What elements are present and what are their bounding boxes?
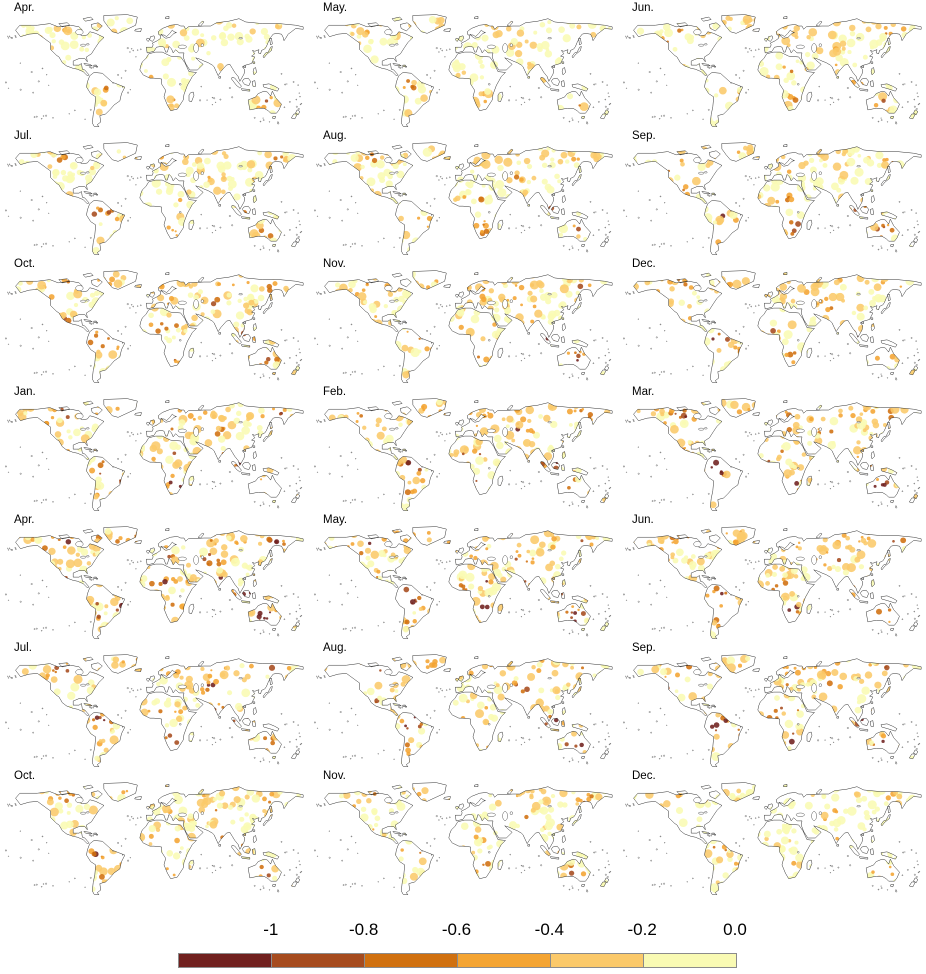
land-fill <box>15 398 304 511</box>
map-panel: Oct. <box>0 256 309 384</box>
panel-month-label: Nov. <box>323 770 346 782</box>
land-fill <box>633 14 922 127</box>
world-map <box>622 654 922 767</box>
map-panel: May. <box>309 0 618 128</box>
land-fill <box>633 398 922 511</box>
panel-month-label: Jan. <box>14 386 36 398</box>
world-map <box>622 270 922 383</box>
colorbar-tick-label: -1 <box>263 920 279 939</box>
world-map <box>4 142 304 255</box>
map-panel: Sep. <box>618 128 926 256</box>
map-panel: Apr. <box>0 512 309 640</box>
panel-month-label: Jul. <box>14 130 32 142</box>
map-panel: Jan. <box>0 384 309 512</box>
map-grid: Apr. May. Jun. Jul. Aug. Sep. Oct. Nov. Dec. Jan.… <box>0 0 926 896</box>
map-panel: Jul. <box>0 128 309 256</box>
map-panel: Dec. <box>618 768 926 896</box>
colorbar-bar <box>178 953 737 968</box>
world-map <box>622 782 922 895</box>
map-panel: Sep. <box>618 640 926 768</box>
world-map <box>622 526 922 639</box>
map-panel: Nov. <box>309 768 618 896</box>
panel-month-label: Sep. <box>632 642 656 654</box>
panel-month-label: Dec. <box>632 770 656 782</box>
panel-month-label: Aug. <box>323 130 347 142</box>
panel-month-label: Sep. <box>632 130 656 142</box>
colorbar-tick-label: -0.8 <box>349 920 379 939</box>
map-panel: Aug. <box>309 640 618 768</box>
map-panel: Oct. <box>0 768 309 896</box>
map-panel: Feb. <box>309 384 618 512</box>
colorbar-segment <box>179 954 272 967</box>
panel-month-label: May. <box>323 2 348 14</box>
map-panel: Aug. <box>309 128 618 256</box>
world-map <box>622 398 922 511</box>
land-fill <box>633 782 922 895</box>
panel-month-label: May. <box>323 514 348 526</box>
map-panel: Nov. <box>309 256 618 384</box>
panel-month-label: Dec. <box>632 258 656 270</box>
world-map <box>313 398 613 511</box>
colorbar: -1 -0.8 -0.6 -0.4 -0.2 0.0 <box>0 896 926 974</box>
panel-month-label: Apr. <box>14 2 35 14</box>
colorbar-tick-label: -0.4 <box>534 920 564 939</box>
map-panel: Apr. <box>0 0 309 128</box>
panel-month-label: Oct. <box>14 258 36 270</box>
colorbar-segment <box>458 954 551 967</box>
panel-month-label: Jul. <box>14 642 32 654</box>
world-map <box>313 14 613 127</box>
map-panel: May. <box>309 512 618 640</box>
world-map <box>313 654 613 767</box>
colorbar-segment <box>272 954 365 967</box>
colorbar-tick-label: -0.6 <box>441 920 472 939</box>
colorbar-tick-label: 0.0 <box>723 920 747 939</box>
panel-month-label: Jun. <box>632 2 654 14</box>
panel-month-label: Oct. <box>14 770 36 782</box>
land-fill <box>324 654 613 767</box>
map-panel: Jun. <box>618 0 926 128</box>
world-map <box>313 782 613 895</box>
world-map <box>313 270 613 383</box>
panel-month-label: Mar. <box>632 386 655 398</box>
world-map <box>4 270 304 383</box>
world-map <box>4 398 304 511</box>
panel-month-label: Aug. <box>323 642 347 654</box>
panel-month-label: Apr. <box>14 514 35 526</box>
colorbar-tick-label: -0.2 <box>627 920 657 939</box>
map-panel: Jun. <box>618 512 926 640</box>
colorbar-segment <box>551 954 644 967</box>
world-map <box>4 782 304 895</box>
map-panel: Mar. <box>618 384 926 512</box>
colorbar-segment <box>644 954 736 967</box>
map-panel: Jul. <box>0 640 309 768</box>
panel-month-label: Feb. <box>323 386 347 398</box>
land-fill <box>324 398 613 511</box>
world-map <box>4 654 304 767</box>
world-map <box>622 14 922 127</box>
world-map <box>4 526 304 639</box>
map-panel: Dec. <box>618 256 926 384</box>
world-map <box>4 14 304 127</box>
panel-month-label: Jun. <box>632 514 654 526</box>
world-map <box>313 142 613 255</box>
world-map <box>622 142 922 255</box>
colorbar-segment <box>365 954 458 967</box>
land-fill <box>324 526 613 639</box>
world-map <box>313 526 613 639</box>
panel-month-label: Nov. <box>323 258 346 270</box>
